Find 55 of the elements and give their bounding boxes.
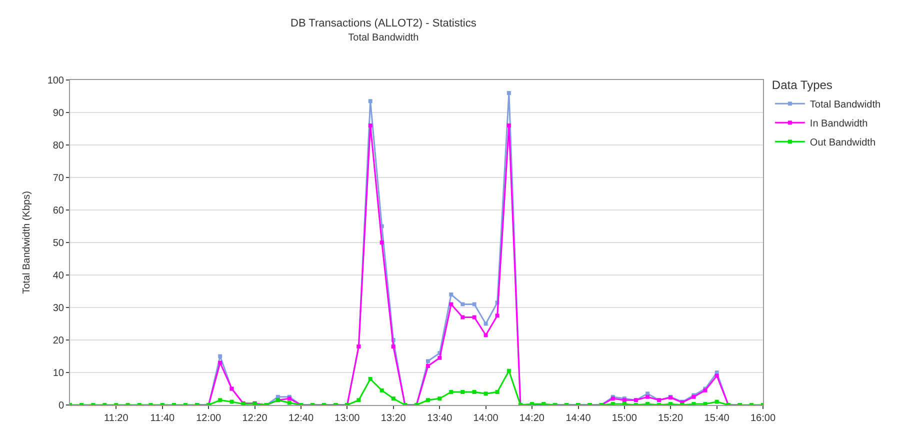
point: [426, 364, 430, 368]
y-tick-label: 100: [47, 76, 64, 86]
y-tick-label: 0: [58, 400, 64, 412]
x-tick-label: 16:00: [750, 413, 776, 424]
y-tick-label: 10: [52, 368, 64, 379]
x-tick-label: 13:40: [427, 413, 453, 424]
y-tick-label: 40: [52, 270, 64, 282]
x-tick-label: 12:00: [196, 413, 222, 424]
legend-label: In Bandwidth: [810, 118, 868, 130]
point: [380, 240, 384, 244]
x-tick-label: 14:40: [566, 413, 592, 424]
point: [449, 292, 454, 296]
point: [218, 360, 222, 365]
x-tick-label: 15:20: [658, 413, 684, 424]
x-tick-label: 15:00: [612, 413, 638, 424]
x-tick-label: 12:40: [288, 413, 314, 424]
x-tick-label: 12:20: [242, 413, 268, 424]
point: [426, 359, 430, 364]
x-tick-label: 13:00: [334, 413, 360, 424]
y-tick-label: 30: [52, 303, 64, 314]
point: [714, 374, 719, 378]
legend-label: Total Bandwidth: [810, 100, 881, 110]
point: [472, 302, 476, 306]
point: [449, 302, 454, 306]
x-tick-label: 14:00: [473, 413, 499, 424]
y-tick-label: 70: [52, 173, 64, 184]
point: [472, 315, 476, 320]
chart-title: DB Transactions (ALLOT2) - Statistics: [290, 17, 477, 30]
legend-label: Out Bandwidth: [810, 138, 876, 148]
point: [438, 356, 442, 360]
y-axis-title: Total Bandwidth (Kbps): [21, 191, 32, 294]
legend-title: Data Types: [772, 78, 832, 92]
x-tick-label: 15:40: [704, 413, 730, 424]
point: [484, 322, 488, 326]
point: [368, 99, 372, 104]
point: [460, 315, 465, 320]
x-tick-label: 11:20: [104, 413, 129, 424]
y-tick-label: 50: [52, 238, 64, 249]
point: [460, 302, 465, 306]
point: [506, 91, 511, 95]
x-tick-label: 11:40: [150, 413, 176, 424]
y-tick-label: 90: [52, 108, 64, 119]
chart-subtitle: Total Bandwidth: [348, 32, 419, 44]
point: [495, 314, 500, 318]
point: [218, 354, 222, 358]
point: [368, 124, 372, 128]
x-tick-label: 13:20: [380, 413, 406, 424]
point: [506, 124, 511, 128]
point: [484, 333, 488, 338]
point: [391, 344, 396, 348]
y-tick-label: 60: [52, 206, 64, 216]
y-tick-label: 20: [52, 336, 64, 346]
y-tick-label: 80: [52, 140, 64, 152]
x-tick-label: 14:20: [519, 413, 545, 424]
point: [646, 394, 650, 399]
